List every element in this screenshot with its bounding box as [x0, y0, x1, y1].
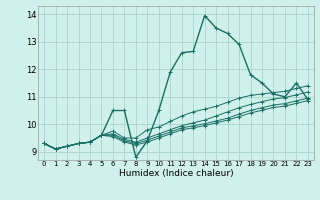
X-axis label: Humidex (Indice chaleur): Humidex (Indice chaleur): [119, 169, 233, 178]
